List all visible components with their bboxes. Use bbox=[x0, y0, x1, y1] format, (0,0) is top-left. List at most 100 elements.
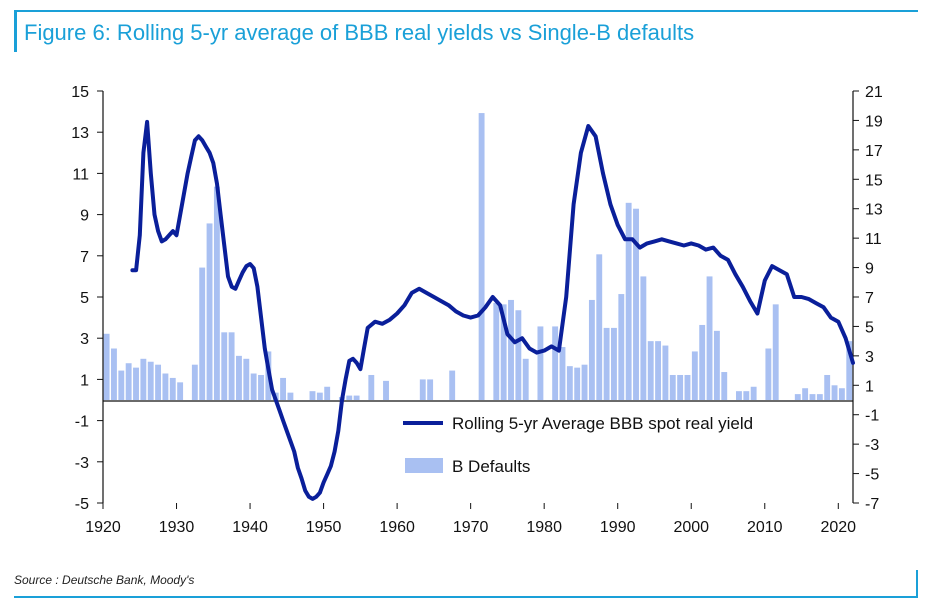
b-defaults-bar bbox=[191, 364, 198, 400]
b-defaults-bar bbox=[713, 330, 720, 400]
right-tick-label: 3 bbox=[865, 349, 874, 366]
b-defaults-bar bbox=[133, 367, 139, 400]
x-tick-label: 1930 bbox=[159, 519, 195, 536]
right-tick-label: 5 bbox=[865, 319, 874, 336]
b-defaults-bar bbox=[243, 358, 250, 400]
b-defaults-bar bbox=[655, 341, 662, 400]
b-defaults-bar bbox=[633, 208, 639, 400]
right-tick-label: 21 bbox=[865, 84, 883, 101]
b-defaults-bar bbox=[552, 326, 559, 400]
figure-title: Figure 6: Rolling 5-yr average of BBB re… bbox=[24, 20, 695, 45]
b-defaults-bar bbox=[478, 113, 485, 401]
b-defaults-bar bbox=[677, 374, 684, 400]
b-defaults-bar bbox=[346, 395, 353, 400]
b-defaults-bar bbox=[250, 373, 257, 400]
x-tick-label: 1990 bbox=[600, 519, 636, 536]
b-defaults-bar bbox=[353, 395, 360, 400]
left-tick-label: 7 bbox=[80, 249, 89, 266]
b-defaults-bar bbox=[280, 377, 287, 400]
b-defaults-bar bbox=[111, 348, 117, 400]
b-defaults-bar bbox=[493, 302, 500, 400]
b-defaults-bar bbox=[177, 382, 184, 400]
b-defaults-bar bbox=[449, 370, 456, 400]
b-defaults-bar bbox=[838, 388, 845, 400]
b-defaults-bar bbox=[147, 361, 154, 400]
x-tick-label: 1980 bbox=[526, 519, 562, 536]
left-tick-label: 9 bbox=[80, 208, 89, 225]
b-defaults-bar bbox=[522, 358, 529, 400]
b-defaults-bar bbox=[316, 392, 323, 400]
left-tick-label: 5 bbox=[80, 290, 89, 307]
right-tick-label: -3 bbox=[865, 437, 879, 454]
b-defaults-bar bbox=[765, 348, 772, 400]
b-defaults-bar bbox=[169, 377, 176, 400]
b-defaults-bar bbox=[611, 327, 617, 400]
left-tick-label: -5 bbox=[75, 496, 89, 513]
x-tick-label: 2020 bbox=[820, 519, 856, 536]
b-defaults-bar bbox=[669, 374, 676, 400]
b-defaults-bar bbox=[162, 373, 169, 400]
b-defaults-bar bbox=[213, 186, 220, 400]
right-tick-label: 7 bbox=[865, 290, 874, 307]
source-note: Source : Deutsche Bank, Moody's bbox=[14, 573, 195, 587]
b-defaults-bar bbox=[140, 358, 147, 400]
b-defaults-bar bbox=[699, 324, 706, 400]
b-defaults-bar bbox=[588, 299, 595, 400]
b-defaults-bar bbox=[662, 345, 669, 400]
b-defaults-bar bbox=[581, 364, 588, 400]
x-tick-label: 1920 bbox=[85, 519, 121, 536]
b-defaults-bar bbox=[772, 304, 779, 400]
right-tick-label: -5 bbox=[865, 467, 879, 484]
b-defaults-bar bbox=[596, 254, 603, 400]
bottom-rule bbox=[14, 596, 918, 598]
b-defaults-bar bbox=[118, 370, 125, 400]
b-defaults-bar bbox=[816, 394, 823, 400]
right-tick-label: 19 bbox=[865, 113, 883, 130]
b-defaults-bar bbox=[199, 267, 206, 400]
b-defaults-bar bbox=[103, 333, 110, 400]
b-defaults-bar bbox=[368, 374, 375, 400]
left-tick-label: 15 bbox=[71, 84, 89, 101]
b-defaults-bar bbox=[155, 364, 162, 400]
x-tick-label: 1940 bbox=[232, 519, 268, 536]
right-tick-label: 15 bbox=[865, 172, 883, 189]
title-accent-bar bbox=[14, 12, 17, 52]
right-tick-label: 9 bbox=[865, 261, 874, 278]
b-defaults-bar bbox=[743, 391, 750, 400]
b-defaults-bar bbox=[625, 202, 632, 400]
b-defaults-bar bbox=[287, 392, 294, 400]
b-defaults-bar bbox=[419, 379, 426, 400]
b-defaults-bar bbox=[647, 341, 654, 400]
right-tick-label: -7 bbox=[865, 496, 879, 513]
b-defaults-bar bbox=[383, 380, 389, 400]
b-defaults-bar bbox=[309, 391, 316, 400]
b-defaults-bar bbox=[508, 299, 514, 400]
b-defaults-bar bbox=[831, 385, 838, 400]
b-defaults-bar bbox=[125, 363, 132, 400]
left-tick-label: -1 bbox=[75, 414, 89, 431]
x-tick-label: 1970 bbox=[453, 519, 489, 536]
legend-label-defaults: B Defaults bbox=[452, 457, 530, 476]
right-tick-label: 1 bbox=[865, 378, 874, 395]
left-tick-label: -3 bbox=[75, 455, 89, 472]
b-defaults-bar bbox=[691, 351, 698, 400]
b-defaults-bar bbox=[618, 294, 625, 400]
b-defaults-bar bbox=[228, 332, 235, 400]
b-defaults-bar bbox=[736, 391, 742, 400]
left-tick-label: 3 bbox=[80, 331, 89, 348]
b-defaults-bar bbox=[824, 374, 831, 400]
b-defaults-bar bbox=[794, 394, 801, 400]
b-defaults-bar bbox=[559, 347, 566, 400]
b-defaults-bar bbox=[802, 388, 809, 400]
b-defaults-bar bbox=[750, 386, 757, 400]
left-tick-label: 1 bbox=[80, 372, 89, 389]
b-defaults-bar bbox=[324, 386, 331, 400]
x-tick-label: 1950 bbox=[306, 519, 342, 536]
b-defaults-bar bbox=[809, 394, 816, 400]
b-defaults-bar bbox=[566, 366, 573, 400]
x-tick-label: 1960 bbox=[379, 519, 415, 536]
legend-label-yield: Rolling 5-yr Average BBB spot real yield bbox=[452, 414, 753, 433]
bbb-real-yield-line bbox=[130, 119, 855, 501]
right-tick-label: 13 bbox=[865, 202, 883, 219]
